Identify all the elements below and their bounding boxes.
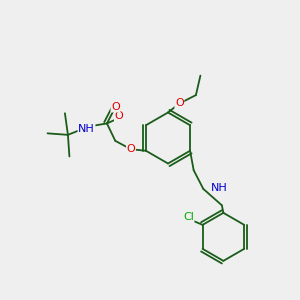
Text: O: O xyxy=(175,98,184,109)
Text: NH: NH xyxy=(211,183,227,193)
Text: Cl: Cl xyxy=(183,212,194,222)
Text: NH: NH xyxy=(78,124,95,134)
Text: O: O xyxy=(115,111,123,121)
Text: O: O xyxy=(127,144,135,154)
Text: O: O xyxy=(111,102,120,112)
